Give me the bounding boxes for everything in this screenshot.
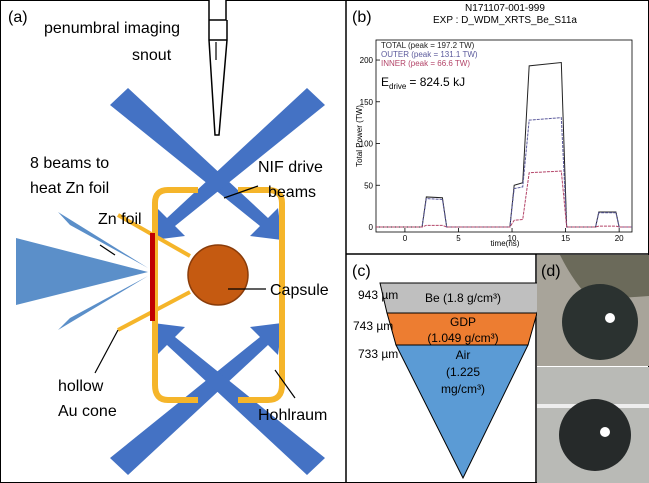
layer-label: (1.225 [446, 365, 480, 379]
y-tick-label: 50 [364, 181, 373, 190]
label: hollow [58, 378, 104, 395]
capsule [188, 245, 248, 305]
chart-subtitle: EXP : D_WDM_XRTS_Be_S11a [433, 15, 577, 26]
depth-label: 733 µm [358, 347, 398, 361]
depth-label: 943 µm [358, 288, 398, 302]
x-tick-label: 20 [615, 234, 624, 243]
chart-title: N171107-001-999 [465, 3, 545, 14]
annotation-subscript: drive [389, 82, 407, 91]
highlight [600, 427, 610, 437]
y-tick-label: 100 [360, 140, 374, 149]
layer-label: Air [456, 348, 471, 362]
label: penumbral imaging [44, 20, 180, 37]
annotation-symbol: E [381, 75, 389, 89]
label: beams [268, 184, 316, 201]
label: Capsule [270, 282, 329, 299]
y-tick-label: 200 [360, 56, 374, 65]
label: Zn foil [98, 211, 142, 228]
panel-label: (b) [352, 9, 372, 26]
depth-label: 743 µm [353, 319, 393, 333]
layer-label: mg/cm³) [441, 382, 485, 396]
label: Hohlraum [258, 407, 327, 424]
capsule-photo [559, 399, 631, 471]
x-tick-label: 0 [403, 234, 408, 243]
x-tick-label: 5 [456, 234, 461, 243]
panel-label: (c) [352, 263, 371, 280]
label: NIF drive [258, 159, 323, 176]
label: Au cone [58, 403, 117, 420]
x-tick-label: 10 [508, 234, 517, 243]
label: heat Zn foil [30, 180, 109, 197]
y-tick-label: 150 [360, 98, 374, 107]
layer-label: Be (1.8 g/cm³) [425, 291, 501, 305]
highlight [605, 313, 615, 323]
panel-d: (d) [537, 255, 649, 483]
layer-label: GDP [450, 315, 476, 329]
label: snout [132, 47, 172, 64]
y-axis-label: Total Power (TW) [355, 105, 364, 167]
y-tick-label: 0 [369, 223, 374, 232]
figure: (a) penumbral imaging snout NIF drive be… [0, 0, 649, 483]
x-tick-label: 15 [561, 234, 570, 243]
legend-entry: TOTAL (peak = 197.2 TW) [381, 41, 475, 50]
capsule-photo [562, 284, 638, 360]
panel-label: (a) [8, 9, 28, 26]
legend-entry: OUTER (peak = 131.1 TW) [381, 50, 478, 59]
label: 8 beams to [30, 155, 109, 172]
panel-label: (d) [541, 263, 561, 280]
layer-label: (1.049 g/cm³) [427, 331, 498, 345]
legend-entry: INNER (peak = 66.6 TW) [381, 59, 470, 68]
annotation-text: = 824.5 kJ [409, 75, 465, 89]
zn-foil [150, 233, 155, 321]
